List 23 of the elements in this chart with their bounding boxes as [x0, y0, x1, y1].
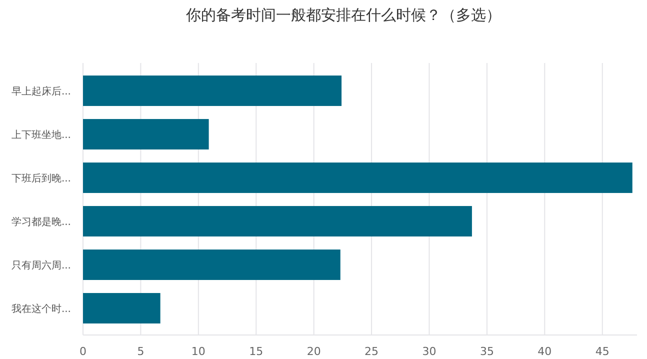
x-tick-label: 20: [306, 345, 321, 358]
bar: [83, 250, 340, 280]
y-tick-label: 早上起床后...: [11, 85, 71, 98]
y-tick-label: 学习都是晚...: [11, 216, 71, 228]
y-tick-label: 我在这个时...: [11, 302, 71, 315]
bar: [83, 162, 632, 193]
y-tick-label: 下班后到晚...: [11, 172, 71, 184]
x-tick-label: 0: [80, 345, 86, 358]
bar: [83, 76, 342, 106]
y-tick-label: 上下班坐地...: [11, 128, 71, 141]
x-tick-label: 35: [480, 345, 494, 358]
x-tick-label: 15: [249, 345, 264, 358]
x-tick-label: 25: [364, 345, 379, 358]
x-tick-label: 45: [595, 345, 610, 358]
bar: [83, 206, 472, 236]
bar: [83, 293, 160, 324]
bar: [83, 119, 209, 150]
x-tick-label: 10: [191, 345, 206, 358]
y-tick-label: 只有周六周...: [11, 259, 71, 272]
x-tick-label: 5: [137, 345, 144, 358]
chart-title: 你的备考时间一般都安排在什么时候？（多选）: [185, 6, 501, 24]
x-tick-label: 30: [422, 345, 436, 358]
x-tick-label: 40: [538, 345, 552, 358]
